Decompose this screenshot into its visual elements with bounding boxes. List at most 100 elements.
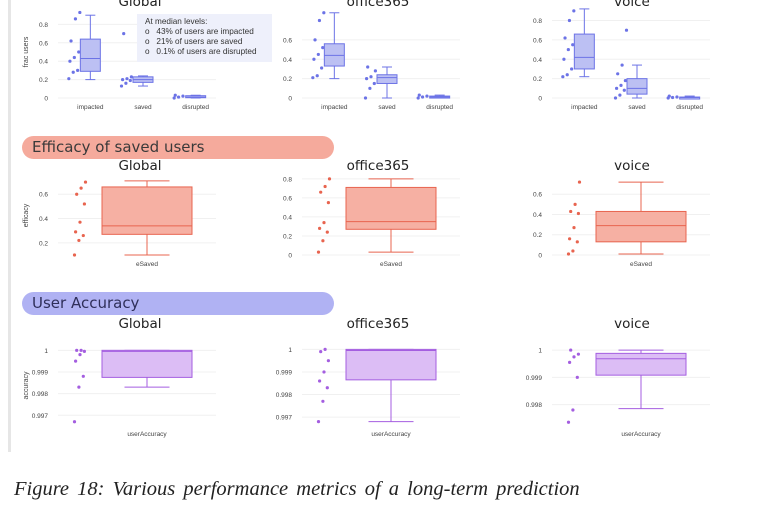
data-point bbox=[82, 202, 86, 206]
data-point bbox=[321, 46, 325, 50]
x-tick-label: saved bbox=[134, 104, 152, 111]
chart-title: office365 bbox=[347, 0, 410, 10]
chart-title: Global bbox=[118, 158, 161, 174]
data-point bbox=[176, 95, 181, 99]
y-tick-label: 0.4 bbox=[39, 59, 48, 66]
y-tick-label: 1 bbox=[538, 348, 542, 355]
y-tick-label: 0.8 bbox=[39, 22, 48, 29]
annotation-bullet: o bbox=[145, 47, 150, 56]
y-tick-label: 0.998 bbox=[32, 391, 49, 398]
y-tick-label: 0 bbox=[288, 96, 292, 103]
data-point bbox=[121, 78, 125, 82]
data-point bbox=[172, 96, 176, 100]
data-point bbox=[72, 420, 77, 424]
annotation-item-2: o 21% of users are saved bbox=[145, 37, 243, 46]
data-point bbox=[568, 360, 572, 364]
data-point bbox=[68, 59, 72, 63]
box-body bbox=[345, 186, 437, 230]
y-tick-label: 0.997 bbox=[276, 415, 293, 422]
figure-caption: Figure 18: Various performance metrics o… bbox=[14, 478, 580, 500]
data-point bbox=[316, 250, 321, 254]
annotation-item-3: o 0.1% of users are disrupted bbox=[145, 47, 257, 56]
data-point bbox=[667, 94, 671, 98]
data-point bbox=[572, 226, 576, 230]
data-point bbox=[316, 52, 320, 57]
data-point bbox=[366, 65, 370, 69]
data-point bbox=[613, 96, 618, 100]
chart-title: voice bbox=[614, 158, 650, 174]
data-point bbox=[78, 353, 82, 357]
data-point bbox=[573, 202, 577, 206]
y-tick-label: 0 bbox=[288, 253, 292, 260]
data-point bbox=[73, 17, 78, 21]
data-point bbox=[571, 43, 575, 47]
x-tick-label: userAccuracy bbox=[127, 431, 167, 438]
box-body bbox=[595, 210, 687, 243]
data-point bbox=[318, 226, 322, 230]
data-point bbox=[576, 211, 581, 216]
y-tick-label: 0 bbox=[538, 253, 542, 260]
data-point bbox=[325, 386, 329, 390]
y-tick-label: 0.4 bbox=[533, 57, 542, 64]
y-axis-label: accuracy bbox=[23, 371, 30, 400]
data-point bbox=[312, 57, 316, 61]
y-tick-label: 0 bbox=[44, 96, 48, 103]
data-point bbox=[577, 180, 582, 184]
data-point bbox=[77, 385, 81, 389]
x-tick-label: impacted bbox=[321, 104, 348, 111]
data-point bbox=[619, 83, 623, 88]
data-point bbox=[69, 39, 73, 43]
data-point bbox=[74, 230, 78, 234]
data-point bbox=[569, 209, 573, 214]
chart-title: office365 bbox=[347, 158, 410, 174]
data-point bbox=[624, 28, 629, 32]
box-body bbox=[376, 74, 398, 84]
data-point bbox=[129, 75, 133, 79]
chart-title: Global bbox=[118, 0, 161, 10]
y-tick-label: 0.2 bbox=[39, 240, 48, 247]
data-point bbox=[326, 201, 330, 205]
data-point bbox=[365, 77, 369, 81]
data-point bbox=[323, 184, 327, 189]
data-point bbox=[363, 96, 368, 100]
y-tick-label: 0.2 bbox=[283, 233, 292, 240]
data-point bbox=[566, 47, 570, 52]
chart-title: voice bbox=[614, 316, 650, 332]
data-point bbox=[82, 349, 86, 354]
data-point bbox=[77, 50, 81, 54]
y-tick-label: 0.6 bbox=[283, 37, 292, 44]
data-point bbox=[321, 399, 325, 403]
data-point bbox=[572, 355, 576, 359]
x-tick-label: disrupted bbox=[426, 104, 453, 111]
chart-title: Global bbox=[118, 316, 161, 332]
y-tick-label: 0.998 bbox=[276, 392, 293, 399]
annotation-bullet: o bbox=[145, 27, 150, 36]
y-tick-label: 0.4 bbox=[39, 216, 48, 223]
data-point bbox=[322, 221, 326, 225]
data-point bbox=[575, 240, 579, 244]
data-point bbox=[81, 233, 85, 238]
data-point bbox=[319, 350, 323, 354]
y-tick-label: 0.997 bbox=[32, 413, 49, 420]
data-point bbox=[78, 10, 82, 15]
annotation-bullet: o bbox=[145, 37, 150, 46]
data-point bbox=[570, 67, 574, 71]
data-point bbox=[620, 63, 624, 67]
data-point bbox=[572, 9, 576, 13]
x-tick-label: userAccuracy bbox=[621, 431, 661, 438]
data-point bbox=[616, 72, 620, 76]
data-point bbox=[318, 379, 322, 383]
box-body bbox=[101, 349, 193, 378]
data-point bbox=[319, 190, 323, 194]
data-point bbox=[562, 57, 566, 61]
data-point bbox=[618, 93, 622, 97]
data-point bbox=[568, 237, 572, 241]
data-point bbox=[576, 352, 581, 356]
data-point bbox=[76, 68, 80, 72]
data-point bbox=[315, 74, 319, 78]
data-point bbox=[78, 220, 82, 224]
data-point bbox=[575, 375, 579, 379]
data-point bbox=[372, 81, 376, 86]
data-point bbox=[622, 88, 626, 92]
x-tick-label: impacted bbox=[77, 104, 104, 111]
